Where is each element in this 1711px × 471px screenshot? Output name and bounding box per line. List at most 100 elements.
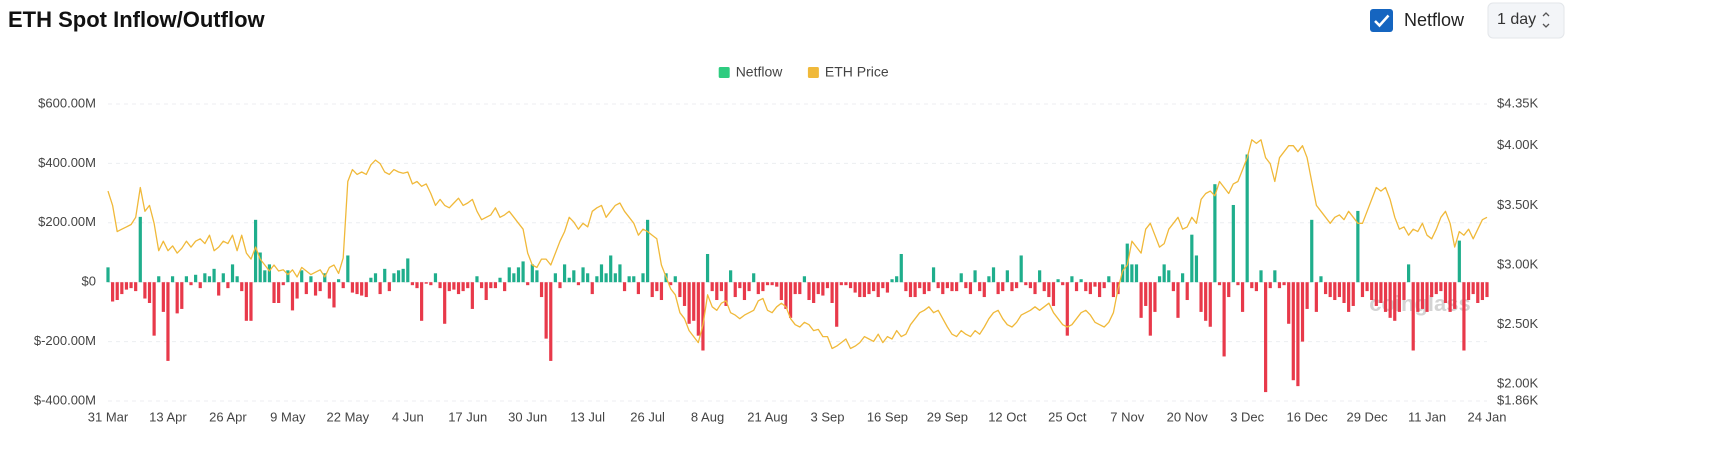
y2-tick-label: $3.00K bbox=[1497, 256, 1539, 271]
bar bbox=[1185, 282, 1189, 301]
bar bbox=[761, 282, 765, 292]
bar bbox=[157, 276, 161, 283]
bar bbox=[1065, 282, 1069, 336]
bar bbox=[1181, 273, 1185, 283]
bar bbox=[927, 282, 931, 292]
bar bbox=[908, 282, 913, 298]
bar bbox=[733, 282, 737, 298]
bar bbox=[876, 282, 880, 298]
bar bbox=[203, 273, 207, 283]
bar bbox=[779, 282, 783, 301]
select-chevron bbox=[1542, 12, 1550, 28]
bar bbox=[1282, 282, 1286, 286]
bar bbox=[1360, 282, 1365, 298]
bar bbox=[1430, 282, 1434, 298]
bar bbox=[267, 264, 272, 283]
bar bbox=[530, 264, 534, 283]
bar bbox=[1254, 282, 1258, 292]
bar bbox=[115, 282, 119, 301]
bar bbox=[678, 282, 682, 298]
bar bbox=[1061, 282, 1065, 286]
bar bbox=[120, 282, 124, 295]
bar bbox=[696, 282, 700, 336]
bar bbox=[1139, 282, 1143, 318]
bar bbox=[576, 282, 581, 286]
select-box[interactable] bbox=[1487, 2, 1565, 39]
bar bbox=[982, 282, 986, 298]
bar bbox=[1305, 282, 1309, 309]
bar bbox=[945, 282, 949, 289]
bar bbox=[1236, 282, 1240, 286]
bar bbox=[1383, 282, 1388, 312]
bar bbox=[729, 270, 733, 283]
bar bbox=[1268, 282, 1272, 289]
bar bbox=[1323, 282, 1328, 295]
bar bbox=[1079, 279, 1083, 283]
bar bbox=[1042, 282, 1046, 292]
bar bbox=[922, 282, 926, 295]
legend-swatch bbox=[718, 67, 730, 78]
bar bbox=[659, 282, 664, 301]
price-line bbox=[107, 139, 1488, 350]
bar bbox=[207, 276, 212, 283]
bar bbox=[599, 264, 604, 283]
bar bbox=[673, 276, 677, 283]
bar bbox=[1014, 282, 1019, 289]
bar bbox=[581, 267, 585, 283]
bar bbox=[590, 282, 594, 295]
bar bbox=[904, 282, 908, 292]
bar bbox=[290, 282, 295, 311]
bar bbox=[1019, 255, 1023, 283]
bar bbox=[1264, 282, 1268, 393]
bar bbox=[1250, 282, 1254, 289]
bar bbox=[1379, 282, 1383, 303]
bar bbox=[1213, 184, 1217, 283]
bar bbox=[899, 253, 903, 283]
bar bbox=[281, 282, 285, 286]
bar bbox=[1466, 282, 1471, 301]
bar bbox=[830, 282, 834, 303]
x-tick-label: 11 Jan bbox=[1408, 409, 1446, 424]
netflow-toggle[interactable]: Netflow bbox=[1370, 9, 1465, 32]
bar bbox=[719, 282, 724, 292]
bar bbox=[161, 282, 165, 312]
bar bbox=[194, 274, 198, 283]
bar bbox=[1199, 282, 1203, 312]
bar bbox=[798, 282, 802, 295]
bar bbox=[1001, 282, 1005, 292]
bar bbox=[544, 282, 548, 339]
bar bbox=[295, 282, 299, 299]
y-tick-label: $600.00M bbox=[38, 95, 96, 110]
checkbox-label[interactable]: Netflow bbox=[1404, 10, 1465, 30]
bar bbox=[941, 282, 945, 295]
x-tick-label: 29 Dec bbox=[1346, 409, 1388, 424]
y2-tick-label: $2.50K bbox=[1497, 316, 1539, 331]
bar bbox=[360, 282, 364, 296]
y2-tick-label: $3.50K bbox=[1497, 197, 1539, 212]
bar bbox=[646, 219, 650, 283]
bar bbox=[512, 273, 516, 283]
bar bbox=[244, 282, 248, 321]
bar bbox=[124, 282, 129, 290]
bar bbox=[1480, 282, 1484, 301]
x-tick-label: 13 Apr bbox=[149, 409, 187, 424]
bar bbox=[1287, 282, 1291, 324]
bar bbox=[1171, 282, 1175, 292]
y-tick-label: $-200.00M bbox=[34, 333, 96, 348]
bar bbox=[521, 261, 525, 283]
bar bbox=[1111, 282, 1116, 298]
bar bbox=[1217, 282, 1222, 286]
bar bbox=[447, 282, 451, 292]
bar bbox=[221, 273, 225, 283]
bar bbox=[1434, 282, 1438, 295]
interval-select[interactable]: 1 day bbox=[1487, 2, 1565, 39]
select-value[interactable]: 1 day bbox=[1497, 11, 1536, 28]
bar bbox=[313, 282, 318, 296]
bar bbox=[1397, 282, 1401, 312]
bar bbox=[682, 282, 687, 306]
bar bbox=[249, 282, 253, 321]
bar bbox=[230, 264, 235, 283]
checkbox[interactable] bbox=[1370, 9, 1393, 32]
bar bbox=[1190, 234, 1194, 283]
bar bbox=[318, 282, 322, 292]
